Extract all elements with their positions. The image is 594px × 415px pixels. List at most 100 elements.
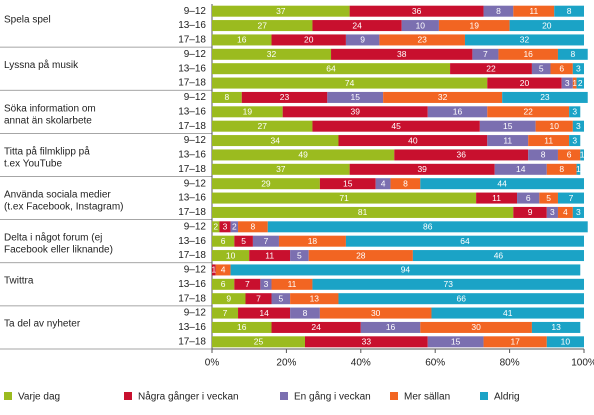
x-tick-label: 60%: [425, 358, 445, 369]
x-tick-label: 40%: [351, 358, 371, 369]
value-label: 4: [563, 207, 568, 217]
value-label: 14: [516, 164, 526, 174]
value-label: 32: [520, 35, 530, 45]
row-label: 13–16: [178, 236, 206, 247]
value-label: 36: [457, 150, 467, 160]
bar-segment: [487, 135, 529, 147]
bar-segment: [345, 235, 584, 247]
bar-segment: [234, 278, 261, 290]
value-label: 10: [416, 20, 426, 30]
value-label: 20: [542, 20, 552, 30]
bar-segment: [305, 336, 428, 348]
bar-segment: [212, 149, 395, 161]
bar-segment: [479, 120, 536, 132]
value-label: 30: [371, 308, 381, 318]
bar-segment: [212, 20, 313, 32]
bar-segment: [212, 235, 235, 247]
value-label: 7: [245, 279, 250, 289]
bar-segment: [212, 48, 332, 60]
group-label: Ta del av nyheter: [4, 319, 81, 330]
value-label: 11: [503, 135, 512, 145]
bar-segment: [212, 178, 320, 190]
group-label: Söka information om annat än skolarbete: [4, 103, 96, 126]
bar-segment: [438, 20, 510, 32]
bar-segment: [212, 336, 305, 348]
bar-segment: [345, 34, 380, 46]
row-label: 9–12: [184, 308, 207, 319]
row-label: 17–18: [178, 78, 206, 89]
bar-segment: [535, 120, 573, 132]
group-label: Twittra: [4, 275, 34, 286]
row-label: 17–18: [178, 121, 206, 132]
bar-segment: [557, 149, 581, 161]
value-label: 34: [271, 135, 281, 145]
bar-segment: [513, 206, 547, 218]
x-tick-label: 100%: [571, 358, 594, 369]
legend-swatch: [4, 392, 12, 400]
bar-segment: [212, 278, 235, 290]
bar-segment: [476, 192, 518, 204]
bar-segment: [550, 63, 573, 75]
value-label: 11: [492, 193, 501, 203]
bar-segment: [212, 91, 242, 103]
group-label: Spela spel: [4, 15, 51, 26]
bar-segment: [509, 20, 584, 32]
bar-segment: [487, 77, 562, 89]
value-label: 11: [544, 135, 553, 145]
value-label: 37: [276, 6, 286, 16]
value-label: 15: [343, 178, 353, 188]
bar-segment: [238, 307, 291, 319]
row-label: 17–18: [178, 293, 206, 304]
x-tick-label: 80%: [500, 358, 520, 369]
bar-segment: [483, 5, 514, 17]
bar-segment: [528, 135, 570, 147]
value-label: 2: [578, 78, 583, 88]
legend-label: Några gånger i veckan: [138, 391, 239, 403]
value-label: 73: [443, 279, 453, 289]
bar-segment: [528, 149, 558, 161]
bar-segment: [338, 135, 488, 147]
bar-segment: [427, 336, 484, 348]
value-label: 1: [580, 150, 585, 160]
value-label: 16: [237, 322, 247, 332]
value-label: 16: [386, 322, 396, 332]
group-label: Delta i något forum (ej Facebook eller li…: [4, 231, 113, 255]
row-label: 17–18: [178, 35, 206, 46]
bar-segment: [349, 5, 484, 17]
value-label: 23: [540, 92, 550, 102]
row-label: 17–18: [178, 336, 206, 347]
row-label: 13–16: [178, 193, 206, 204]
value-label: 6: [221, 279, 226, 289]
bar-segment: [278, 235, 346, 247]
bar-segment: [546, 336, 584, 348]
bar-segment: [212, 77, 488, 89]
bar-segment: [494, 163, 547, 175]
bar-segment: [502, 91, 588, 103]
bar-segment: [308, 250, 413, 262]
bar-segment: [450, 63, 532, 75]
value-label: 8: [496, 6, 501, 16]
value-label: 8: [567, 6, 572, 16]
value-label: 9: [360, 35, 365, 45]
row-label: 17–18: [178, 164, 206, 175]
bar-segment: [498, 48, 558, 60]
value-label: 64: [460, 236, 470, 246]
bar-segment: [487, 106, 570, 118]
bar-segment: [212, 321, 272, 333]
value-label: 39: [417, 164, 427, 174]
value-label: 5: [241, 236, 246, 246]
row-label: 17–18: [178, 207, 206, 218]
bar-segment: [420, 178, 584, 190]
value-label: 29: [261, 178, 271, 188]
bar-segment: [212, 135, 339, 147]
legend-swatch: [280, 392, 288, 400]
bar-segment: [569, 135, 581, 147]
bar-segment: [572, 206, 584, 218]
bar-segment: [572, 120, 584, 132]
value-label: 20: [520, 78, 530, 88]
bar-segment: [572, 63, 584, 75]
bar-segment: [271, 293, 291, 305]
bar-segment: [212, 192, 477, 204]
value-label: 27: [257, 121, 267, 131]
bar-segment: [212, 120, 313, 132]
